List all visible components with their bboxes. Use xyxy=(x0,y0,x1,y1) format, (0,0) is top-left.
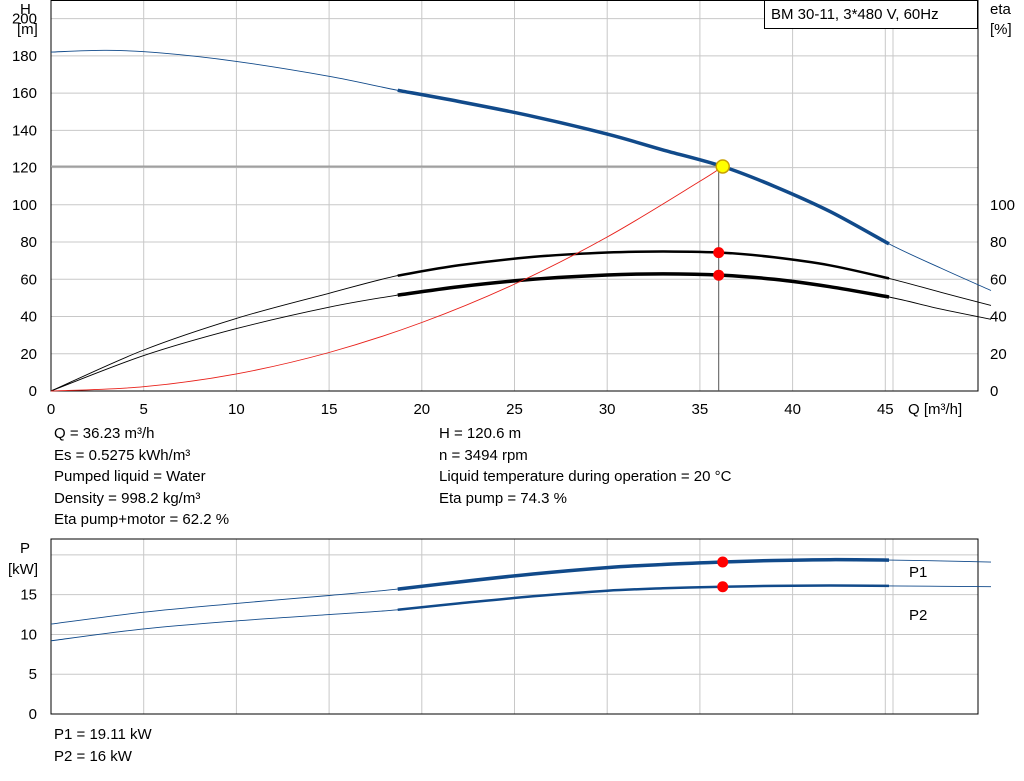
duty-info-left: Q = 36.23 m³/h Es = 0.5275 kWh/m³ Pumped… xyxy=(54,423,229,531)
y-tick-label-right: 20 xyxy=(990,346,1007,363)
power-y-tick-label: 15 xyxy=(20,587,37,604)
plot-frame xyxy=(50,0,979,392)
y-tick-label-left: 40 xyxy=(20,309,37,326)
specific-energy-value: Es = 0.5275 kWh/m³ xyxy=(54,446,191,464)
y-tick-label-left: 200 xyxy=(12,11,37,28)
x-tick-label: 45 xyxy=(877,401,894,418)
duty-point-p1 xyxy=(717,556,729,568)
y-tick-label-left: 0 xyxy=(29,383,37,400)
y-tick-label-left: 60 xyxy=(20,271,37,288)
y-tick-label-left: 140 xyxy=(12,122,37,139)
power-p2-label: P2 xyxy=(909,607,927,624)
power-p1-curve-full xyxy=(50,559,992,625)
duty-point-p2 xyxy=(717,581,729,593)
duty-point-eta-total xyxy=(713,269,725,281)
power-p2-curve-operating-range xyxy=(397,584,890,612)
y-tick-label-left: 20 xyxy=(20,346,37,363)
p2-value: P2 = 16 kW xyxy=(54,747,132,765)
x-tick-label: 30 xyxy=(599,401,616,418)
y-tick-label-right: 60 xyxy=(990,271,1007,288)
y-axis-label-right: eta xyxy=(990,1,1012,18)
y-axis-unit-left: [m] xyxy=(17,21,38,38)
power-plot-frame xyxy=(50,538,979,715)
duty-info-right: H = 120.6 m n = 3494 rpm Liquid temperat… xyxy=(439,423,731,509)
y-tick-label-right: 80 xyxy=(990,234,1007,251)
x-tick-label: 20 xyxy=(413,401,430,418)
efficiency_total-curve-operating-range xyxy=(397,272,890,299)
p1-value: P1 = 19.11 kW xyxy=(54,726,152,743)
x-tick-label: 0 xyxy=(47,401,55,418)
chart-title: BM 30-11, 3*480 V, 60Hz xyxy=(771,6,939,23)
x-tick-label: 40 xyxy=(784,401,801,418)
y-tick-label-right: 100 xyxy=(990,197,1015,214)
power-p2-curve-full xyxy=(50,585,992,642)
y-axis-unit-right: [%] xyxy=(990,21,1012,38)
power-y-tick-label: 5 xyxy=(29,666,37,683)
system-curve-full xyxy=(50,166,723,392)
y-tick-label-left: 120 xyxy=(12,160,37,177)
y-tick-label-left: 160 xyxy=(12,85,37,102)
x-tick-label: 10 xyxy=(228,401,245,418)
y-tick-label-right: 0 xyxy=(990,383,998,400)
duty-point-eta-pump xyxy=(713,247,725,259)
x-tick-label: 25 xyxy=(506,401,523,418)
power-y-tick-label: 0 xyxy=(29,706,37,723)
head-curve-operating-range xyxy=(397,88,890,246)
power-p1-curve-operating-range xyxy=(397,557,890,591)
x-tick-label: 15 xyxy=(321,401,338,418)
power-y-axis-label: P xyxy=(20,540,30,557)
head-value: H = 120.6 m xyxy=(439,425,522,442)
y-axis-label-left: H xyxy=(20,1,31,18)
duty-point-head xyxy=(715,159,730,174)
power-p1-label: P1 xyxy=(909,564,927,581)
y-tick-label-left: 180 xyxy=(12,48,37,65)
title-box xyxy=(764,0,978,29)
y-tick-label-left: 80 xyxy=(20,234,37,251)
speed-value: n = 3494 rpm xyxy=(439,446,528,464)
x-tick-label: 5 xyxy=(140,401,148,418)
head-curve-full xyxy=(50,49,992,291)
flow-value: Q = 36.23 m³/h xyxy=(54,425,155,442)
power-y-tick-label: 10 xyxy=(20,626,37,643)
liquid-temperature-value: Liquid temperature during operation = 20… xyxy=(439,468,732,485)
y-tick-label-left: 100 xyxy=(12,197,37,214)
power-y-axis-unit: [kW] xyxy=(8,561,38,578)
eta-pump-value: Eta pump = 74.3 % xyxy=(439,489,567,507)
y-tick-label-right: 40 xyxy=(990,309,1007,326)
eta-pump-motor-value: Eta pump+motor = 62.2 % xyxy=(54,511,230,528)
power-info: P1 = 19.11 kW P2 = 16 kW xyxy=(54,724,152,767)
x-tick-label: 35 xyxy=(692,401,709,418)
efficiency_pump-curve-operating-range xyxy=(397,250,890,280)
density-value: Density = 998.2 kg/m³ xyxy=(54,489,201,507)
pumped-liquid-value: Pumped liquid = Water xyxy=(54,468,206,485)
x-axis-label: Q [m³/h] xyxy=(908,401,962,418)
efficiency_pump-curve-full xyxy=(50,251,992,392)
